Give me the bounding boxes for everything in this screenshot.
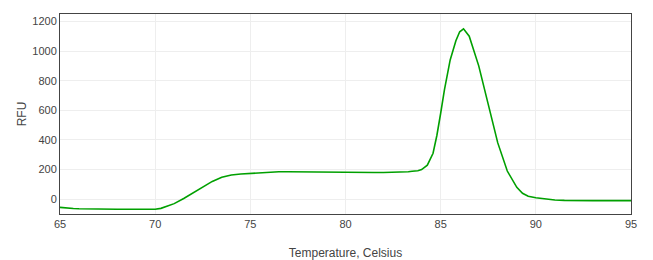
svg-text:90: 90: [530, 218, 542, 230]
svg-text:85: 85: [435, 218, 447, 230]
svg-text:0: 0: [51, 193, 57, 205]
svg-text:RFU: RFU: [15, 102, 29, 127]
svg-text:80: 80: [339, 218, 351, 230]
svg-text:200: 200: [38, 163, 56, 175]
svg-text:Temperature, Celsius: Temperature, Celsius: [289, 246, 402, 260]
svg-text:75: 75: [244, 218, 256, 230]
svg-text:70: 70: [149, 218, 161, 230]
svg-text:65: 65: [54, 218, 66, 230]
svg-text:95: 95: [625, 218, 637, 230]
svg-text:800: 800: [38, 75, 56, 87]
svg-text:1200: 1200: [32, 15, 56, 27]
svg-text:1000: 1000: [32, 45, 56, 57]
svg-text:600: 600: [38, 104, 56, 116]
svg-text:400: 400: [38, 134, 56, 146]
